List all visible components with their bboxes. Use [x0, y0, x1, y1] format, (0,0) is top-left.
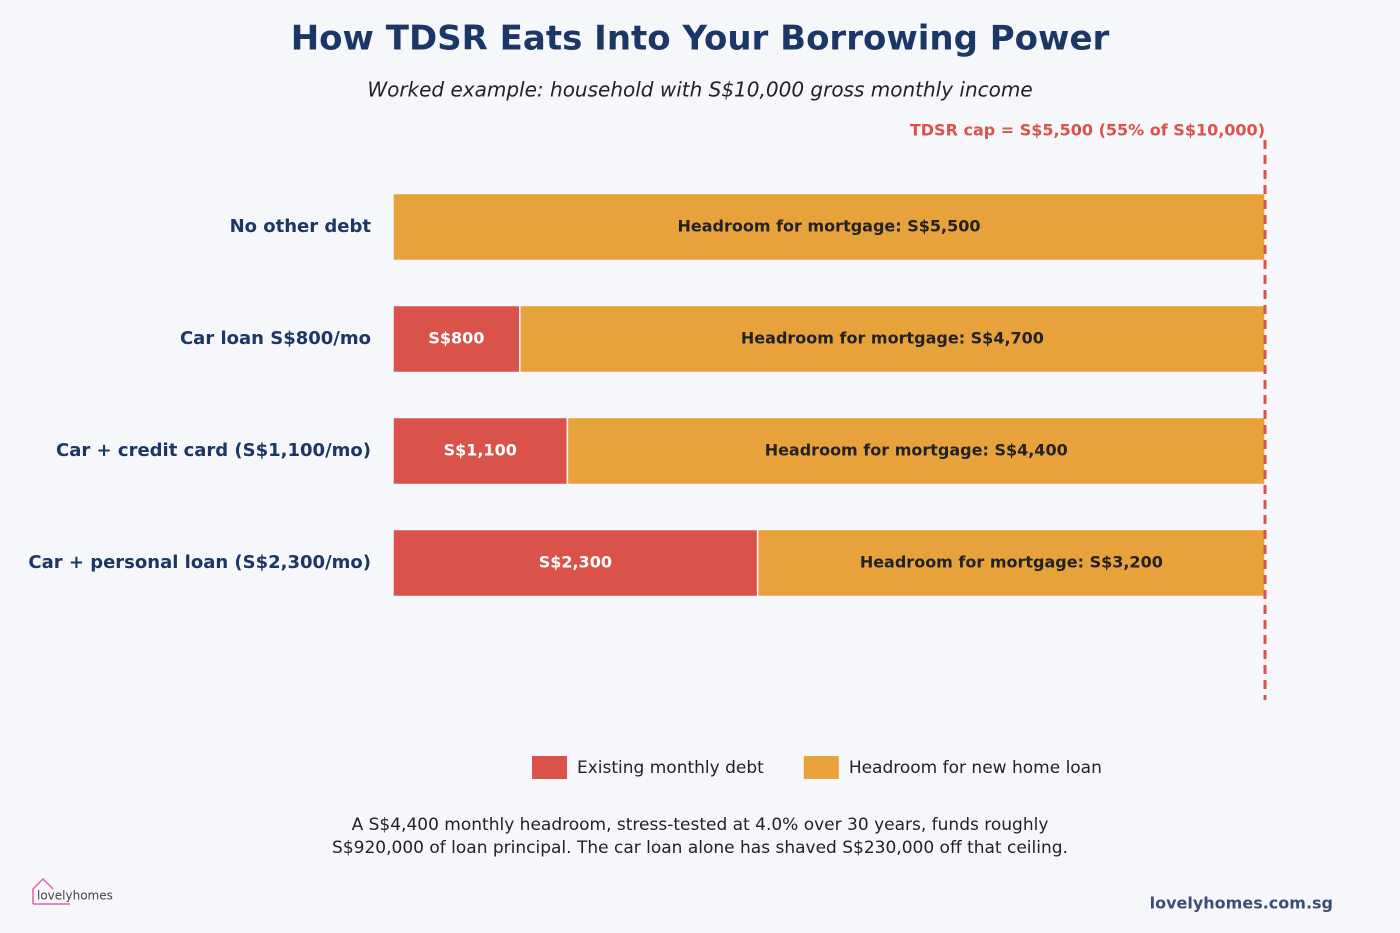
logo: lovelyhomes [37, 889, 113, 903]
bar-label: S$1,100 [444, 441, 517, 460]
legend-swatch [803, 756, 839, 779]
category-label: Car + personal loan (S$2,300/mo) [28, 552, 371, 573]
cap-label: TDSR cap = S$5,500 (55% of S$10,000) [910, 121, 1265, 140]
bar-segment [519, 304, 1266, 374]
bar-segment [392, 304, 521, 374]
category-label: Car + credit card (S$1,100/mo) [56, 440, 371, 461]
bar-segment [566, 416, 1266, 486]
legend-label: Headroom for new home loan [849, 758, 1102, 778]
legend-swatch [532, 756, 567, 779]
bar-label: Headroom for mortgage: S$4,700 [741, 329, 1044, 348]
bar-label: Headroom for mortgage: S$3,200 [860, 553, 1163, 572]
legend-label: Existing monthly debt [577, 758, 764, 778]
category-label: No other debt [230, 216, 372, 237]
bar-label: S$800 [428, 329, 484, 348]
chart-title: How TDSR Eats Into Your Borrowing Power [291, 19, 1110, 59]
chart-subtitle: Worked example: household with S$10,000 … [367, 78, 1032, 102]
site-url: lovelyhomes.com.sg [1150, 894, 1333, 913]
category-label: Car loan S$800/mo [180, 328, 371, 349]
bar-segment [392, 528, 759, 598]
bar-segment [392, 192, 1266, 262]
footnote: S$920,000 of loan principal. The car loa… [332, 838, 1068, 858]
bar-label: S$2,300 [539, 553, 612, 572]
footnote: A S$4,400 monthly headroom, stress-teste… [352, 815, 1049, 835]
bar-segment [392, 416, 569, 486]
logo-icon [32, 877, 70, 905]
bar-label: Headroom for mortgage: S$4,400 [765, 441, 1068, 460]
bar-segment [756, 528, 1266, 598]
bar-label: Headroom for mortgage: S$5,500 [677, 217, 980, 236]
